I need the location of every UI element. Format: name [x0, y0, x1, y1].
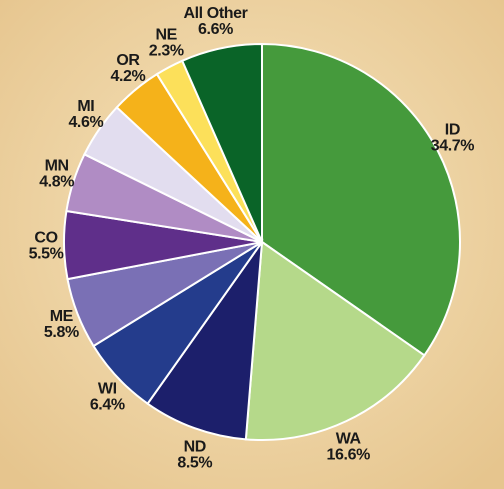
slice-value-label: 6.4%	[90, 397, 125, 414]
pie-slice	[180, 42, 263, 243]
slice-value-label: 4.6%	[68, 114, 103, 131]
slice-value-label: 4.2%	[111, 68, 146, 85]
slice-value-label: 5.5%	[29, 246, 64, 263]
slice-label: CO	[34, 230, 57, 247]
pie-slice	[146, 238, 264, 441]
slice-label: All Other	[183, 5, 247, 22]
slice-label: ND	[184, 438, 206, 455]
slice-label: OR	[116, 52, 140, 69]
slice-value-label: 16.6%	[327, 446, 371, 463]
slice-value-label: 4.8%	[39, 174, 74, 191]
slice-label: WA	[336, 430, 362, 447]
slice-label: WI	[98, 381, 117, 398]
slice-value-label: 6.6%	[198, 21, 233, 38]
slice-value-label: 5.8%	[44, 324, 79, 341]
slice-value-label: 2.3%	[149, 42, 184, 59]
pie-slice	[244, 240, 426, 441]
slice-value-label: 34.7%	[431, 138, 475, 155]
slice-label: MI	[77, 98, 94, 115]
slice-label: ID	[445, 122, 460, 139]
slice-label: NE	[156, 26, 178, 43]
pie	[63, 42, 461, 441]
slice-value-label: 8.5%	[177, 454, 212, 471]
pie-slice	[261, 42, 461, 357]
slice-label: ME	[50, 308, 74, 325]
slice-label: MN	[45, 158, 69, 175]
